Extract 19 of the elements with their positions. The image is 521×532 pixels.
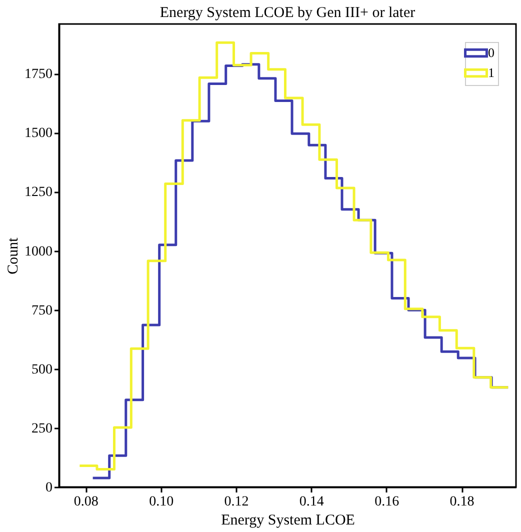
y-tick-label: 750: [32, 303, 52, 318]
y-tick-label: 500: [32, 362, 52, 378]
x-tick-label: 0.12: [224, 494, 249, 510]
y-tick-label: 1750: [24, 67, 52, 82]
legend-label: 0: [488, 45, 494, 60]
x-tick-label: 0.14: [299, 494, 324, 510]
x-tick-label: 0.08: [74, 494, 98, 510]
y-tick-label: 250: [32, 421, 52, 436]
y-tick-label: 1250: [24, 185, 52, 200]
x-tick-label: 0.18: [450, 494, 474, 510]
chart-title: Energy System LCOE by Gen III+ or later: [160, 5, 416, 21]
y-axis-title: Count: [6, 236, 22, 274]
legend-label: 1: [488, 65, 494, 80]
y-tick-label: 0: [46, 480, 52, 496]
y-tick-label: 1500: [24, 126, 52, 142]
y-tick-label: 1000: [24, 244, 52, 260]
x-tick-label: 0.16: [374, 494, 400, 510]
x-axis-title: Energy System LCOE: [221, 512, 355, 528]
x-tick-label: 0.10: [149, 494, 174, 510]
